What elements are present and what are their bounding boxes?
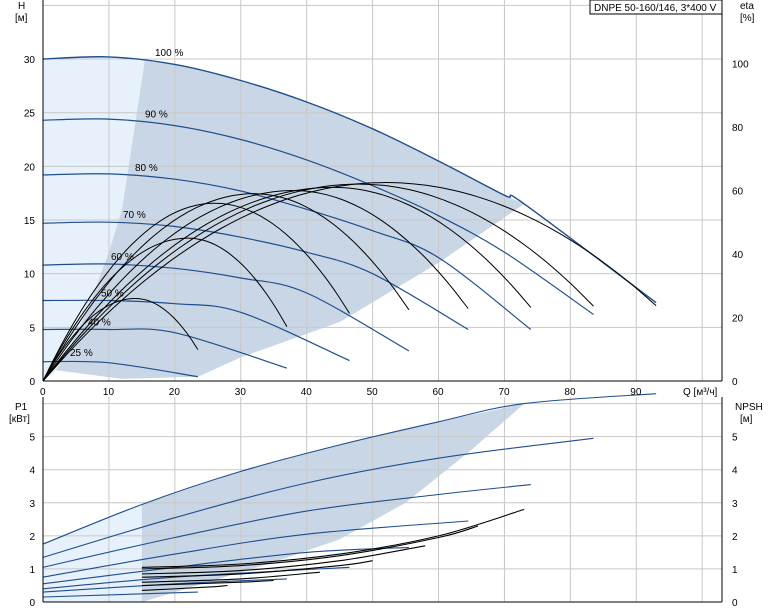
npsh-curve (141, 560, 373, 578)
speed-label: 90 % (145, 110, 168, 121)
speed-curve (42, 299, 350, 362)
x-tick-label: 0 (40, 387, 46, 398)
x-tick-label: 60 (433, 387, 445, 398)
efficiency-curve (42, 182, 657, 382)
y-tick-label: 30 (24, 55, 36, 66)
x-tick-label: 50 (367, 387, 379, 398)
npsh-curve (141, 508, 525, 568)
efficiency-curve (42, 183, 594, 382)
x-tick-label: 90 (630, 387, 642, 398)
power-curve (42, 520, 469, 578)
npsh-curve (141, 584, 228, 591)
npsh-tick-label: 5 (732, 433, 738, 444)
axes (42, 0, 723, 603)
x-tick-label: 20 (169, 387, 181, 398)
efficiency-curve (42, 237, 288, 382)
region-dark-upper (56, 58, 525, 379)
speed-curve (42, 118, 594, 315)
x-tick-label: 80 (564, 387, 576, 398)
efficiency-curve (42, 202, 350, 382)
power-curve (42, 546, 409, 585)
speed-label: 70 % (123, 210, 146, 221)
x-tick-label: 30 (235, 387, 247, 398)
p1-tick-label: 2 (29, 532, 35, 543)
npsh-tick-label: 1 (732, 565, 738, 576)
npsh-curve (141, 525, 479, 570)
y-tick-label: 25 (24, 109, 36, 120)
region-light-lower (43, 504, 142, 602)
x-tick-label: 40 (301, 387, 313, 398)
p1-tick-label: 0 (29, 598, 35, 609)
y-axis-label-h: H (18, 1, 25, 12)
speed-label: 50 % (101, 289, 124, 300)
chart-title: DNPE 50-160/146, 3*400 V (594, 3, 717, 14)
y2-axis-label-npsh: NPSH (735, 402, 763, 413)
p1-tick-label: 5 (29, 433, 35, 444)
power-curve (42, 437, 594, 558)
y2-tick-label: 100 (732, 60, 749, 71)
power-curve (42, 591, 198, 598)
npsh-curve (141, 579, 274, 587)
speed-label: 100 % (155, 48, 183, 59)
y-tick-label: 15 (24, 216, 36, 227)
npsh-tick-label: 2 (732, 532, 738, 543)
y-tick-label: 10 (24, 270, 36, 281)
npsh-curve (141, 571, 320, 583)
efficiency-curve (42, 189, 469, 382)
title-box (589, 0, 723, 15)
y2-tick-label: 80 (732, 123, 744, 134)
y-tick-label: 0 (29, 377, 35, 388)
tick-labels: 0 10 20 30 40 50 60 70 80 90051015202530020406080… (24, 55, 749, 609)
speed-curve (42, 56, 657, 304)
y2-axis-unit-eta: [%] (740, 13, 755, 24)
x-tick-label: 10 (103, 387, 115, 398)
y-axis-unit-p1: [кВт] (9, 414, 30, 425)
p1-tick-label: 4 (29, 466, 35, 477)
y-tick-label: 5 (29, 323, 35, 334)
npsh-tick-label: 0 (732, 598, 738, 609)
speed-curve (42, 221, 469, 331)
y2-axis-unit-npsh: [м] (740, 414, 753, 425)
y2-axis-label-eta: eta (740, 1, 754, 12)
x-tick-label: 70 (499, 387, 511, 398)
efficiency-curve (42, 193, 410, 382)
efficiency-curve (42, 297, 199, 382)
region-light-upper (43, 56, 146, 381)
y2-tick-label: 0 (732, 377, 738, 388)
speed-label: 60 % (111, 252, 134, 263)
curves: 100 % 90 % 80 % 70 % 60 % 50 % 40 % 25 % (42, 48, 657, 598)
operating-region-upper (43, 56, 525, 381)
p1-tick-label: 1 (29, 565, 35, 576)
power-curve (42, 578, 287, 593)
speed-label: 25 % (70, 348, 93, 359)
y-axis-unit-h: [м] (15, 13, 28, 24)
y-tick-label: 20 (24, 162, 36, 173)
speed-label: 80 % (135, 163, 158, 174)
power-curve (42, 566, 350, 590)
y2-tick-label: 60 (732, 187, 744, 198)
power-curve (42, 484, 531, 568)
npsh-curve (141, 545, 426, 575)
speed-curve (42, 263, 410, 352)
speed-curve (42, 173, 532, 330)
npsh-tick-label: 4 (732, 466, 738, 477)
power-curve (42, 393, 657, 545)
efficiency-curve (42, 186, 532, 382)
npsh-tick-label: 3 (732, 499, 738, 510)
y2-tick-label: 40 (732, 250, 744, 261)
speed-label: 40 % (88, 318, 111, 329)
p1-tick-label: 3 (29, 499, 35, 510)
x-axis-label-q: Q [м³/ч] (683, 387, 718, 398)
y2-tick-label: 20 (732, 314, 744, 325)
y-axis-label-p1: P1 (15, 402, 28, 413)
